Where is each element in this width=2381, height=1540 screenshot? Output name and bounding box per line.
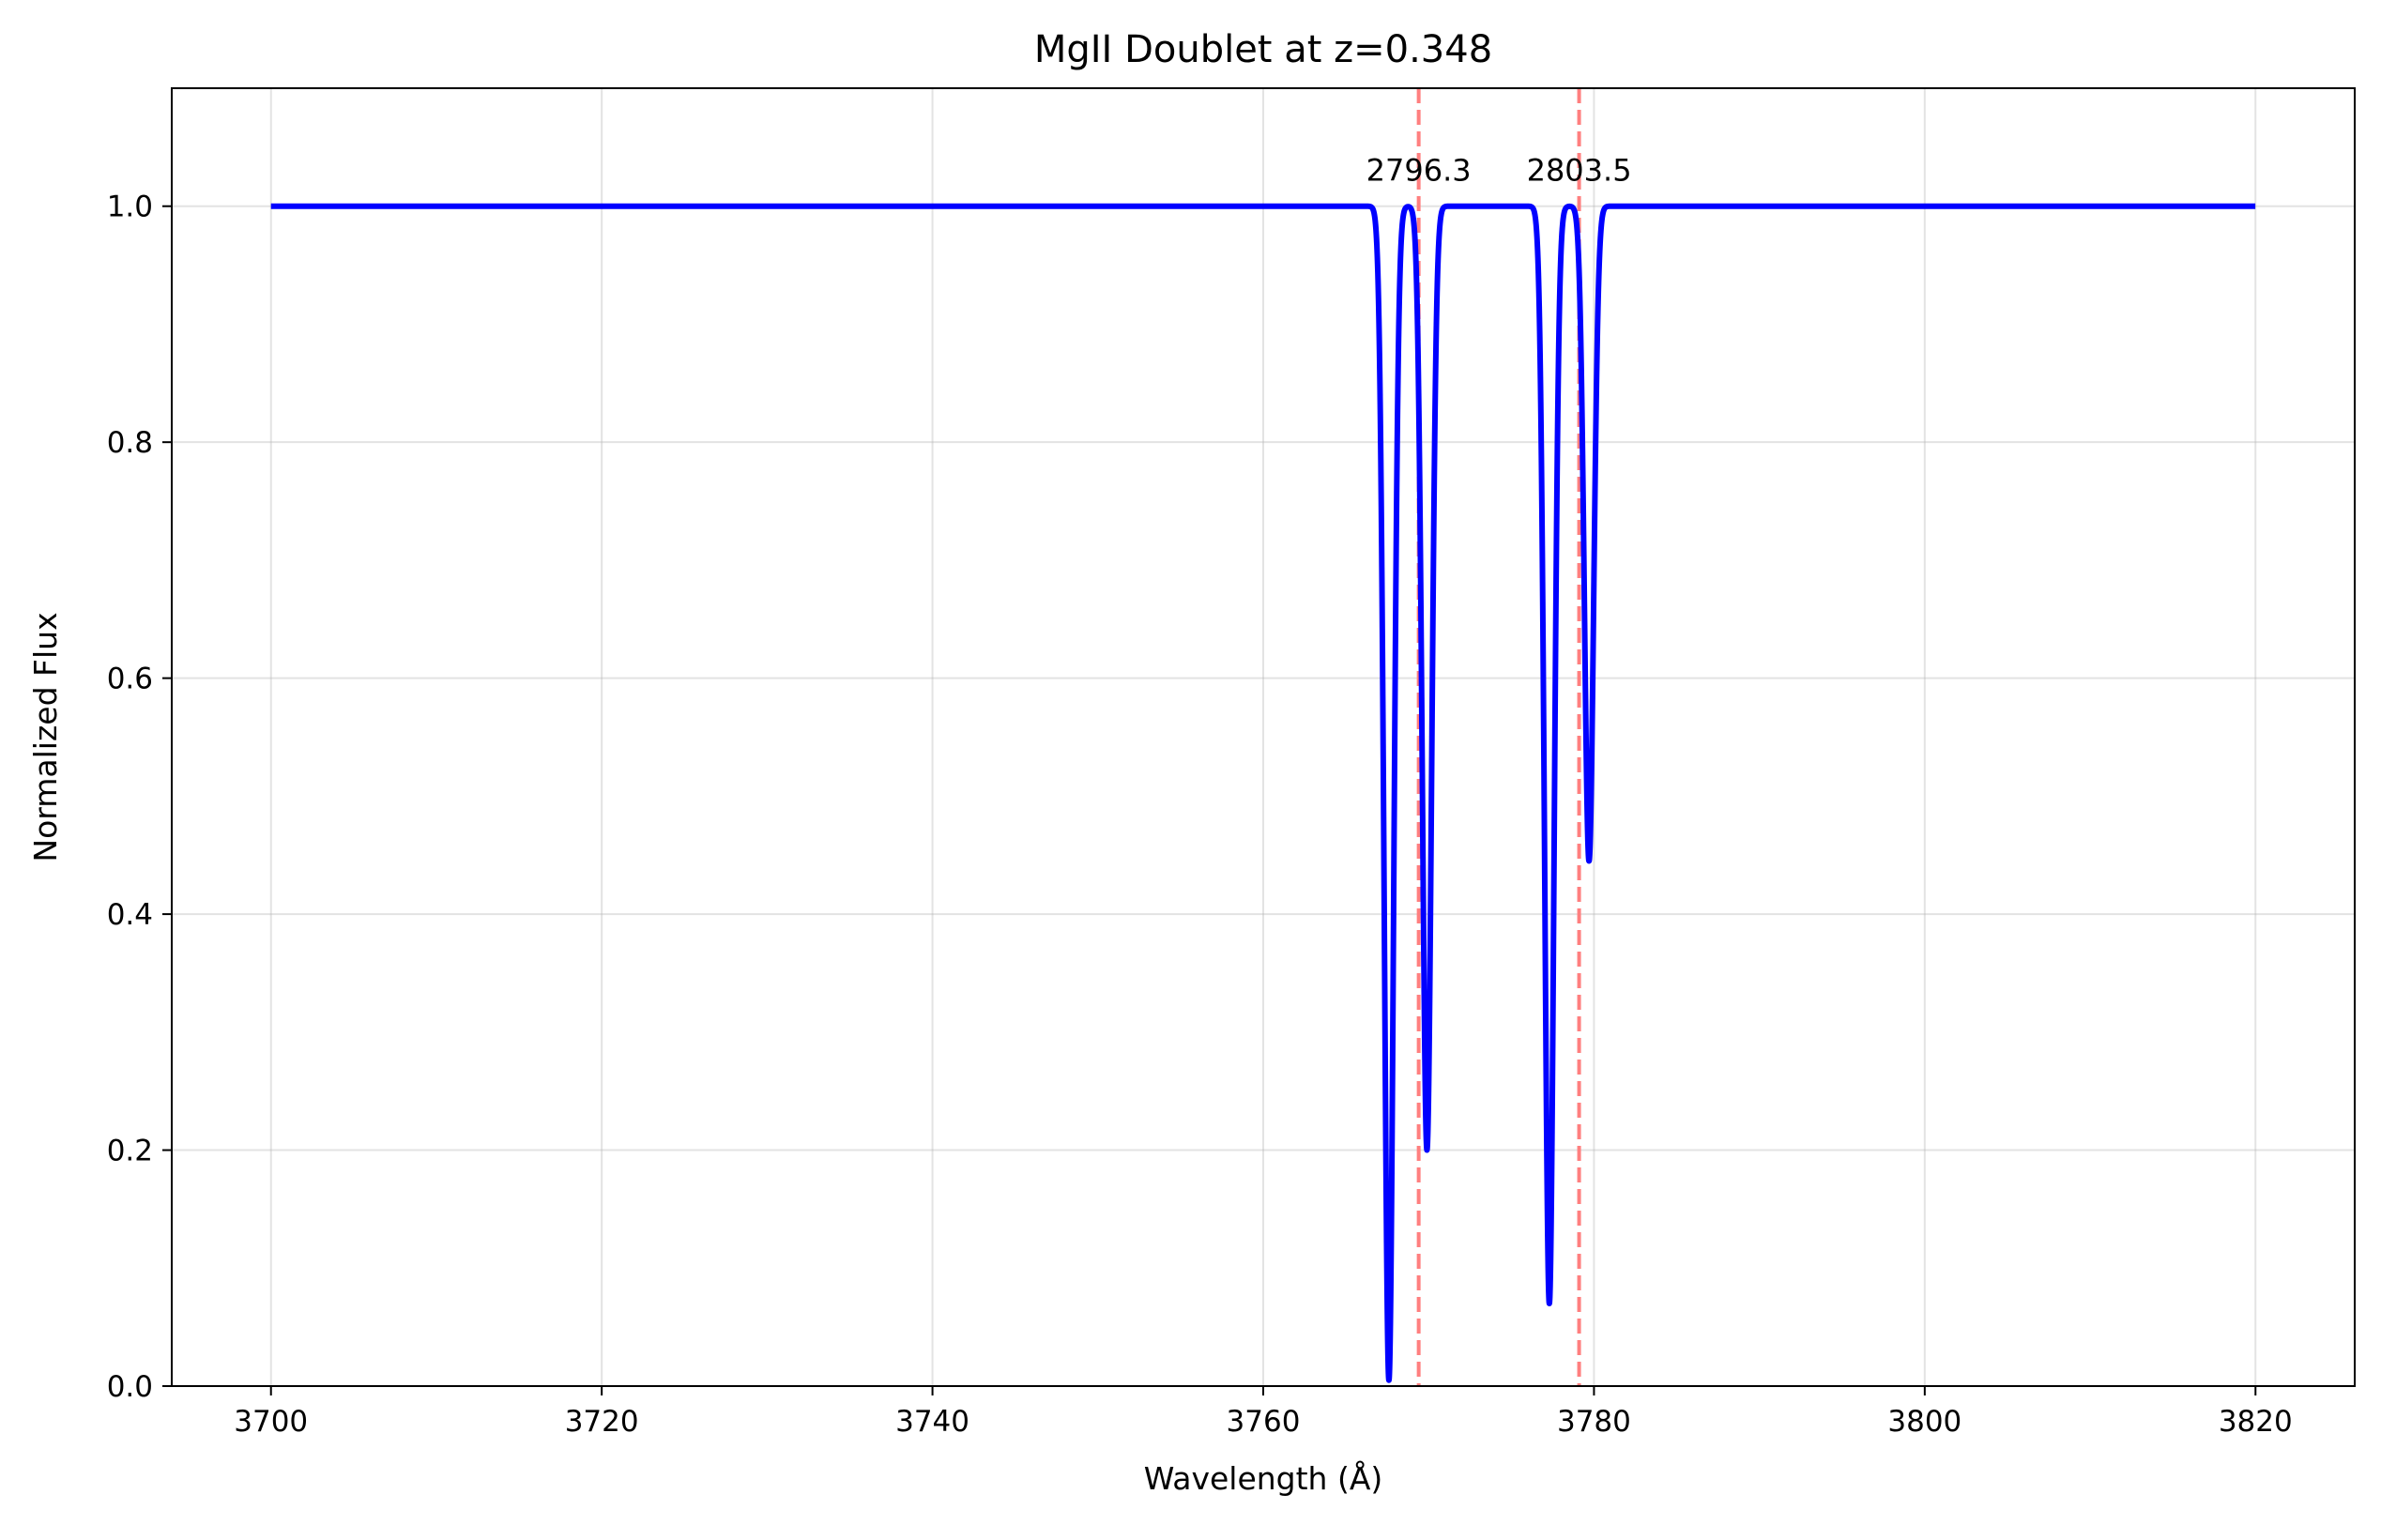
spectrum-line <box>267 203 2258 1383</box>
x-tick-label: 3720 <box>565 1405 639 1439</box>
reference-line-label: 2796.3 <box>1366 153 1472 189</box>
y-tick-label: 0.0 <box>107 1370 153 1404</box>
x-tick-label: 3760 <box>1227 1405 1301 1439</box>
series-layer <box>267 203 2258 1383</box>
x-tick-label: 3740 <box>895 1405 969 1439</box>
x-axis-label: Wavelength (Å) <box>1144 1459 1383 1497</box>
chart-title: MgII Doublet at z=0.348 <box>1034 28 1492 71</box>
y-tick-label: 0.6 <box>107 663 153 696</box>
y-tick-label: 0.8 <box>107 426 153 460</box>
y-tick-label: 1.0 <box>107 191 153 224</box>
y-tick-label: 0.2 <box>107 1135 153 1168</box>
y-axis-label: Normalized Flux <box>27 612 64 861</box>
x-tick-label: 3700 <box>234 1405 308 1439</box>
x-tick-label: 3800 <box>1887 1405 1961 1439</box>
x-tick-label: 3820 <box>2219 1405 2293 1439</box>
line-annotations: 2796.3 2803.5 <box>1366 153 1632 189</box>
x-tick-label: 3780 <box>1557 1405 1631 1439</box>
x-axis-ticks: 3700 3720 3740 3760 3780 3800 3820 <box>234 1386 2293 1439</box>
reference-line-label: 2803.5 <box>1527 153 1632 189</box>
y-axis-ticks: 0.0 0.2 0.4 0.6 0.8 1.0 <box>107 191 172 1404</box>
y-tick-label: 0.4 <box>107 898 153 932</box>
